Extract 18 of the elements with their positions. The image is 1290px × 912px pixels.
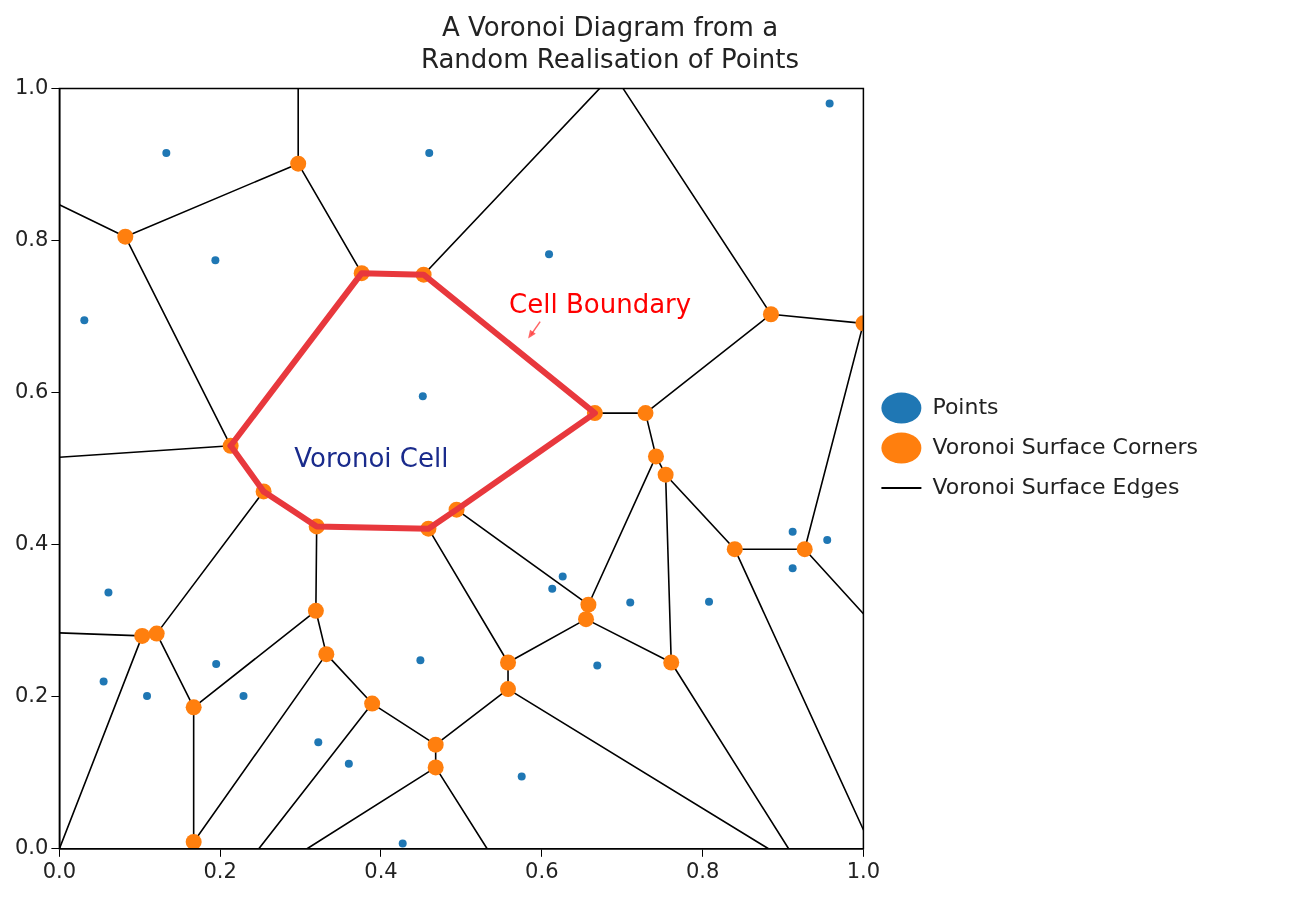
chart-title: A Voronoi Diagram from a Random Realisation of Points <box>420 12 800 74</box>
x-tick-label: 0.2 <box>203 858 237 883</box>
x-tick-label: 0.6 <box>525 858 559 883</box>
y-tick-label: 0.0 <box>14 835 49 860</box>
y-tick-label: 0.2 <box>14 683 49 708</box>
x-tick-label: 0.4 <box>364 858 398 883</box>
legend-label: Voronoi Surface Edges <box>932 473 1180 499</box>
y-tick-label: 0.4 <box>14 531 49 556</box>
legend-label: Points <box>932 393 999 419</box>
y-tick-label: 0.8 <box>14 226 49 251</box>
annotation: Cell Boundary <box>509 289 692 320</box>
x-tick-label: 0.0 <box>42 858 77 883</box>
legend-label: Voronoi Surface Corners <box>932 433 1199 459</box>
y-tick-label: 1.0 <box>14 74 49 99</box>
y-tick-label: 0.6 <box>14 379 49 404</box>
annotation: Voronoi Cell <box>294 442 449 473</box>
x-tick-label: 0.8 <box>685 858 720 883</box>
x-tick-label: 1.0 <box>846 858 881 883</box>
